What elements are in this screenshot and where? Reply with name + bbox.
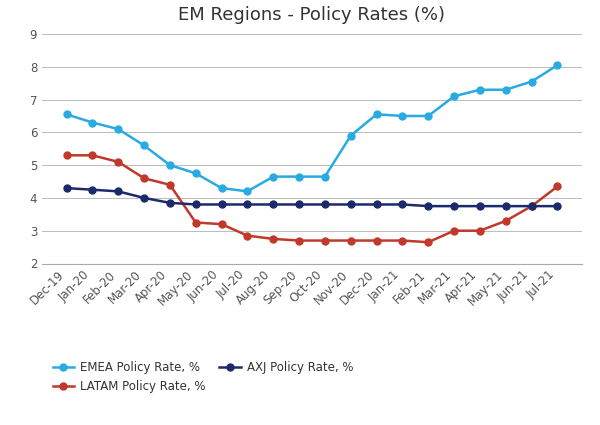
AXJ Policy Rate, % (115, 189, 122, 194)
LATAM Policy Rate, % (63, 153, 70, 158)
EMEA Policy Rate, % (218, 186, 225, 191)
LATAM Policy Rate, % (322, 238, 329, 243)
EMEA Policy Rate, % (502, 87, 509, 92)
EMEA Policy Rate, % (244, 189, 251, 194)
Line: EMEA Policy Rate, %: EMEA Policy Rate, % (63, 62, 561, 195)
LATAM Policy Rate, % (166, 182, 173, 187)
AXJ Policy Rate, % (373, 202, 380, 207)
AXJ Policy Rate, % (554, 204, 561, 209)
EMEA Policy Rate, % (63, 112, 70, 117)
AXJ Policy Rate, % (322, 202, 329, 207)
EMEA Policy Rate, % (322, 174, 329, 179)
LATAM Policy Rate, % (554, 184, 561, 189)
LATAM Policy Rate, % (269, 236, 277, 241)
Legend: EMEA Policy Rate, %, LATAM Policy Rate, %, AXJ Policy Rate, %: EMEA Policy Rate, %, LATAM Policy Rate, … (48, 357, 358, 398)
EMEA Policy Rate, % (89, 120, 96, 125)
EMEA Policy Rate, % (399, 113, 406, 119)
EMEA Policy Rate, % (192, 171, 199, 176)
EMEA Policy Rate, % (476, 87, 484, 92)
AXJ Policy Rate, % (244, 202, 251, 207)
LATAM Policy Rate, % (399, 238, 406, 243)
AXJ Policy Rate, % (425, 204, 432, 209)
AXJ Policy Rate, % (192, 202, 199, 207)
AXJ Policy Rate, % (502, 204, 509, 209)
Line: AXJ Policy Rate, %: AXJ Policy Rate, % (63, 184, 561, 210)
AXJ Policy Rate, % (63, 186, 70, 191)
EMEA Policy Rate, % (347, 133, 355, 138)
AXJ Policy Rate, % (476, 204, 484, 209)
LATAM Policy Rate, % (451, 228, 458, 233)
LATAM Policy Rate, % (89, 153, 96, 158)
AXJ Policy Rate, % (528, 204, 535, 209)
EMEA Policy Rate, % (373, 112, 380, 117)
EMEA Policy Rate, % (115, 127, 122, 132)
EMEA Policy Rate, % (166, 163, 173, 168)
EMEA Policy Rate, % (554, 62, 561, 68)
EMEA Policy Rate, % (528, 79, 535, 84)
LATAM Policy Rate, % (425, 240, 432, 245)
Line: LATAM Policy Rate, %: LATAM Policy Rate, % (63, 152, 561, 246)
EMEA Policy Rate, % (140, 143, 148, 148)
AXJ Policy Rate, % (218, 202, 225, 207)
LATAM Policy Rate, % (476, 228, 484, 233)
AXJ Policy Rate, % (140, 196, 148, 201)
LATAM Policy Rate, % (373, 238, 380, 243)
LATAM Policy Rate, % (347, 238, 355, 243)
EMEA Policy Rate, % (269, 174, 277, 179)
EMEA Policy Rate, % (425, 113, 432, 119)
LATAM Policy Rate, % (140, 176, 148, 181)
EMEA Policy Rate, % (451, 94, 458, 99)
AXJ Policy Rate, % (451, 204, 458, 209)
LATAM Policy Rate, % (502, 218, 509, 224)
LATAM Policy Rate, % (528, 204, 535, 209)
AXJ Policy Rate, % (399, 202, 406, 207)
LATAM Policy Rate, % (295, 238, 302, 243)
AXJ Policy Rate, % (166, 200, 173, 205)
EMEA Policy Rate, % (295, 174, 302, 179)
LATAM Policy Rate, % (218, 221, 225, 227)
AXJ Policy Rate, % (269, 202, 277, 207)
AXJ Policy Rate, % (89, 187, 96, 192)
LATAM Policy Rate, % (192, 220, 199, 225)
AXJ Policy Rate, % (347, 202, 355, 207)
AXJ Policy Rate, % (295, 202, 302, 207)
Title: EM Regions - Policy Rates (%): EM Regions - Policy Rates (%) (179, 6, 445, 24)
LATAM Policy Rate, % (115, 159, 122, 164)
LATAM Policy Rate, % (244, 233, 251, 238)
